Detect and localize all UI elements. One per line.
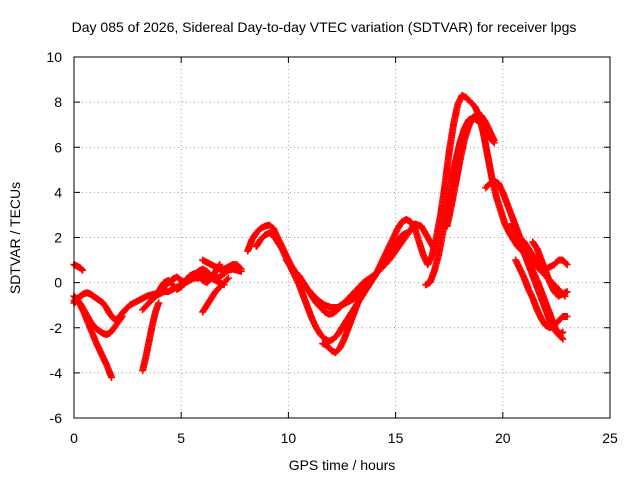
- y-tick-label: 6: [54, 139, 62, 155]
- y-tick-label: -2: [50, 320, 63, 336]
- data-point: [224, 274, 232, 282]
- y-tick-label: 10: [46, 49, 62, 65]
- y-tick-label: -6: [50, 410, 63, 426]
- y-tick-label: 0: [54, 275, 62, 291]
- data-point: [223, 276, 231, 284]
- data-point: [563, 261, 571, 269]
- x-tick-label: 5: [177, 430, 185, 446]
- data-point: [490, 136, 498, 144]
- data-point: [563, 312, 571, 320]
- x-tick-label: 15: [388, 430, 404, 446]
- x-tick-label: 25: [602, 430, 618, 446]
- data-point: [108, 373, 116, 381]
- plot-frame: [73, 56, 611, 419]
- chart-title: Day 085 of 2026, Sidereal Day-to-day VTE…: [72, 19, 577, 35]
- data-point: [118, 312, 126, 320]
- data-series-sdtvar: [70, 91, 571, 381]
- data-point: [362, 281, 370, 289]
- data-point: [562, 259, 570, 267]
- data-point: [563, 288, 571, 296]
- grid-lines: [74, 57, 610, 418]
- y-tick-label: 4: [54, 184, 62, 200]
- data-point: [78, 265, 86, 273]
- y-tick-label: 8: [54, 94, 62, 110]
- data-point: [559, 328, 567, 336]
- y-axis-label: SDTVAR / TECUs: [7, 182, 23, 294]
- data-point: [559, 335, 567, 343]
- data-point: [237, 265, 245, 273]
- x-tick-label: 0: [70, 430, 78, 446]
- y-tick-label: -4: [50, 365, 63, 381]
- data-point: [429, 243, 437, 251]
- data-point: [117, 314, 125, 322]
- data-point: [155, 299, 163, 307]
- x-tick-label: 20: [495, 430, 511, 446]
- axes: 0 5 10 15 20 25 -6 -4 -2 0 2 4 6 8 10: [46, 49, 618, 446]
- x-axis-label: GPS time / hours: [289, 457, 396, 473]
- x-tick-label: 10: [281, 430, 297, 446]
- y-tick-label: 2: [54, 230, 62, 246]
- data-point: [79, 266, 87, 274]
- data-point: [236, 264, 244, 272]
